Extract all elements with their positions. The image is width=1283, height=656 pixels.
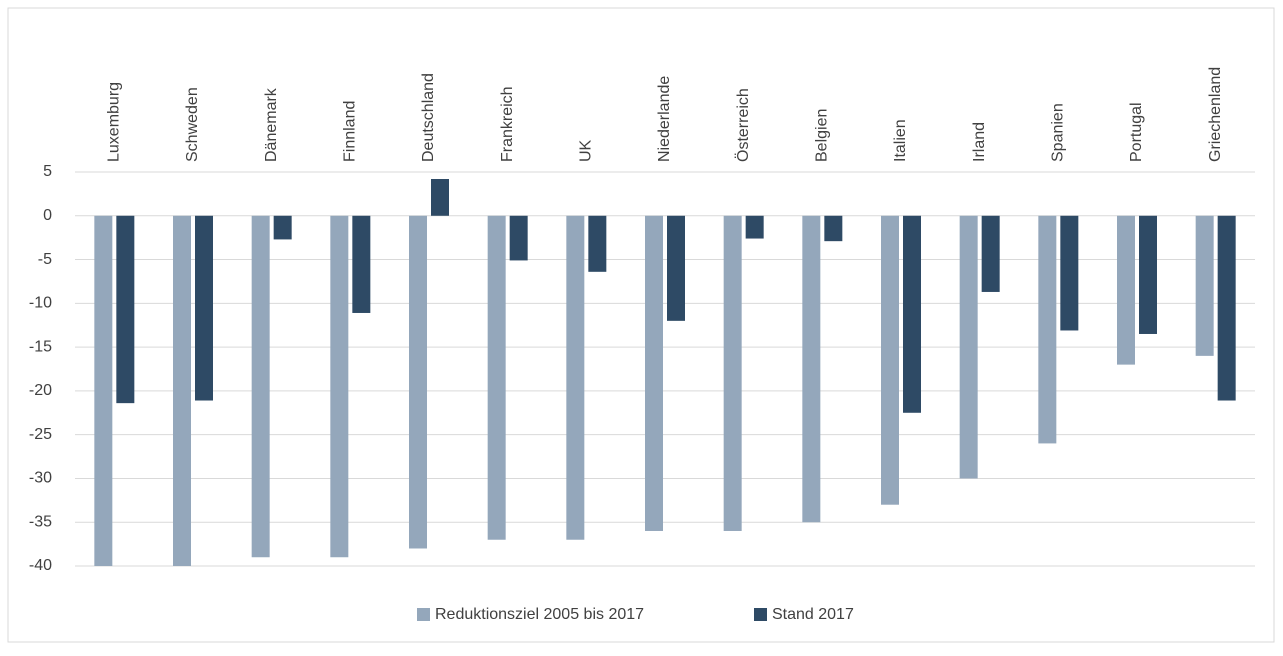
x-tick-label: Luxemburg xyxy=(106,82,123,162)
legend-label: Reduktionsziel 2005 bis 2017 xyxy=(435,606,644,623)
bar xyxy=(981,215,1000,292)
y-tick-label: 5 xyxy=(43,163,52,180)
bar xyxy=(588,215,607,272)
bar xyxy=(251,215,270,558)
bar xyxy=(431,179,449,216)
bar xyxy=(330,215,349,558)
bar xyxy=(352,215,371,313)
bar xyxy=(802,215,821,523)
bar xyxy=(1195,215,1214,356)
bar xyxy=(116,215,135,404)
legend-label: Stand 2017 xyxy=(772,606,854,623)
bar xyxy=(509,215,528,261)
bar xyxy=(1060,215,1079,331)
x-tick-label: Österreich xyxy=(734,88,752,162)
x-tick-label: Spanien xyxy=(1050,103,1067,162)
bar xyxy=(1117,215,1135,365)
y-tick-label: -20 xyxy=(29,382,52,399)
bar xyxy=(273,215,292,240)
y-tick-label: -30 xyxy=(29,470,52,487)
y-tick-label: -40 xyxy=(29,557,52,574)
bar xyxy=(745,215,764,239)
x-tick-label: UK xyxy=(578,139,595,162)
legend-swatch xyxy=(754,608,767,621)
y-tick-label: -5 xyxy=(38,251,52,268)
bar xyxy=(195,215,213,401)
y-tick-label: -25 xyxy=(29,426,52,443)
y-tick-label: -10 xyxy=(29,295,52,312)
bar xyxy=(1217,215,1236,401)
x-tick-label: Finnland xyxy=(342,101,359,162)
y-tick-label: 0 xyxy=(43,207,52,224)
x-tick-label: Italien xyxy=(892,119,909,162)
bar xyxy=(1038,215,1057,444)
x-tick-label: Deutschland xyxy=(420,73,437,162)
x-tick-label: Frankreich xyxy=(499,86,516,162)
x-tick-label: Griechenland xyxy=(1207,67,1224,162)
bar xyxy=(487,215,506,540)
bar xyxy=(645,215,663,531)
y-tick-label: -15 xyxy=(29,338,52,355)
x-tick-label: Belgien xyxy=(814,109,831,162)
x-tick-label: Dänemark xyxy=(263,87,280,162)
bar xyxy=(881,215,899,505)
bar xyxy=(723,215,742,531)
x-tick-label: Irland xyxy=(971,122,988,162)
bar xyxy=(173,215,191,566)
bar xyxy=(903,215,921,413)
bar xyxy=(94,215,113,566)
bar xyxy=(824,215,843,242)
bar xyxy=(667,215,685,321)
y-tick-label: -35 xyxy=(29,513,52,530)
bar xyxy=(1139,215,1157,334)
bar xyxy=(959,215,978,479)
x-tick-label: Schweden xyxy=(184,87,201,162)
legend-swatch xyxy=(417,608,430,621)
x-tick-label: Niederlande xyxy=(656,76,673,162)
bar xyxy=(409,215,427,549)
x-tick-label: Portugal xyxy=(1128,102,1145,162)
bar xyxy=(566,215,585,540)
